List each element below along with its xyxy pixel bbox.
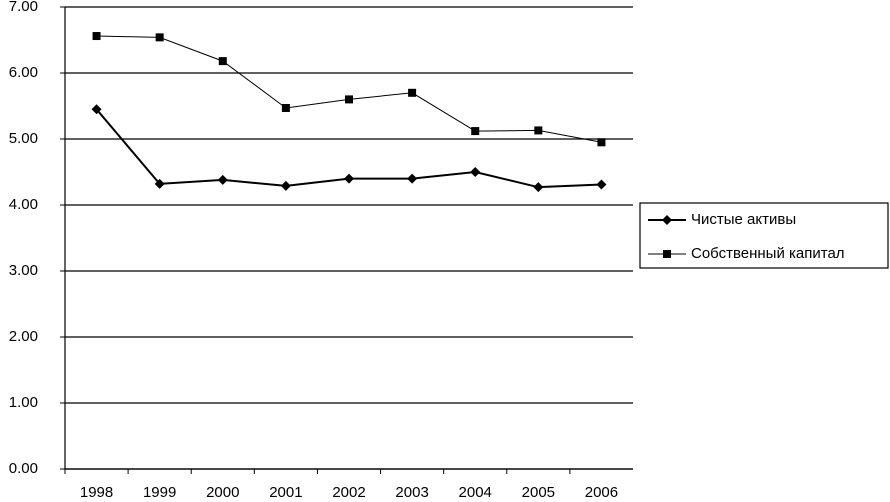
point-marker xyxy=(344,173,354,184)
point-marker xyxy=(470,167,481,177)
x-tick-label: 2004 xyxy=(459,484,492,501)
point-marker xyxy=(217,174,228,185)
point-marker xyxy=(533,182,544,193)
y-tick-label: 1.00 xyxy=(9,394,38,411)
y-tick-label: 2.00 xyxy=(9,328,38,345)
y-tick-label: 5.00 xyxy=(9,130,38,147)
point-marker xyxy=(407,173,418,184)
point-marker xyxy=(408,88,417,97)
point-marker xyxy=(92,32,101,41)
legend-label: Чистые активы xyxy=(691,211,796,228)
point-marker xyxy=(596,179,607,190)
series-line xyxy=(96,35,602,143)
legend-marker xyxy=(663,250,671,258)
point-marker xyxy=(218,57,227,66)
y-tick-label: 6.00 xyxy=(9,64,38,81)
point-marker xyxy=(345,95,353,104)
x-tick-label: 2003 xyxy=(395,484,428,501)
y-tick-label: 4.00 xyxy=(9,196,38,213)
point-marker xyxy=(280,180,291,191)
x-tick-label: 1998 xyxy=(80,484,113,501)
point-marker xyxy=(91,104,102,115)
legend-label: Собственный капитал xyxy=(691,245,845,262)
x-tick-label: 1999 xyxy=(143,484,176,501)
point-marker xyxy=(471,127,480,136)
legend-marker xyxy=(662,215,672,225)
point-marker xyxy=(154,178,165,189)
y-tick-label: 7.00 xyxy=(9,0,38,15)
point-marker xyxy=(281,103,290,112)
x-tick-label: 2000 xyxy=(206,484,239,501)
x-tick-label: 2001 xyxy=(269,484,302,501)
x-tick-label: 2002 xyxy=(332,484,365,501)
legend-box xyxy=(639,202,889,269)
point-marker xyxy=(597,138,606,147)
x-tick-label: 2005 xyxy=(522,484,555,501)
point-marker xyxy=(534,126,543,135)
point-marker xyxy=(155,33,164,42)
y-tick-label: 3.00 xyxy=(9,262,38,279)
y-tick-label: 0.00 xyxy=(9,460,38,477)
x-tick-label: 2006 xyxy=(585,484,618,501)
